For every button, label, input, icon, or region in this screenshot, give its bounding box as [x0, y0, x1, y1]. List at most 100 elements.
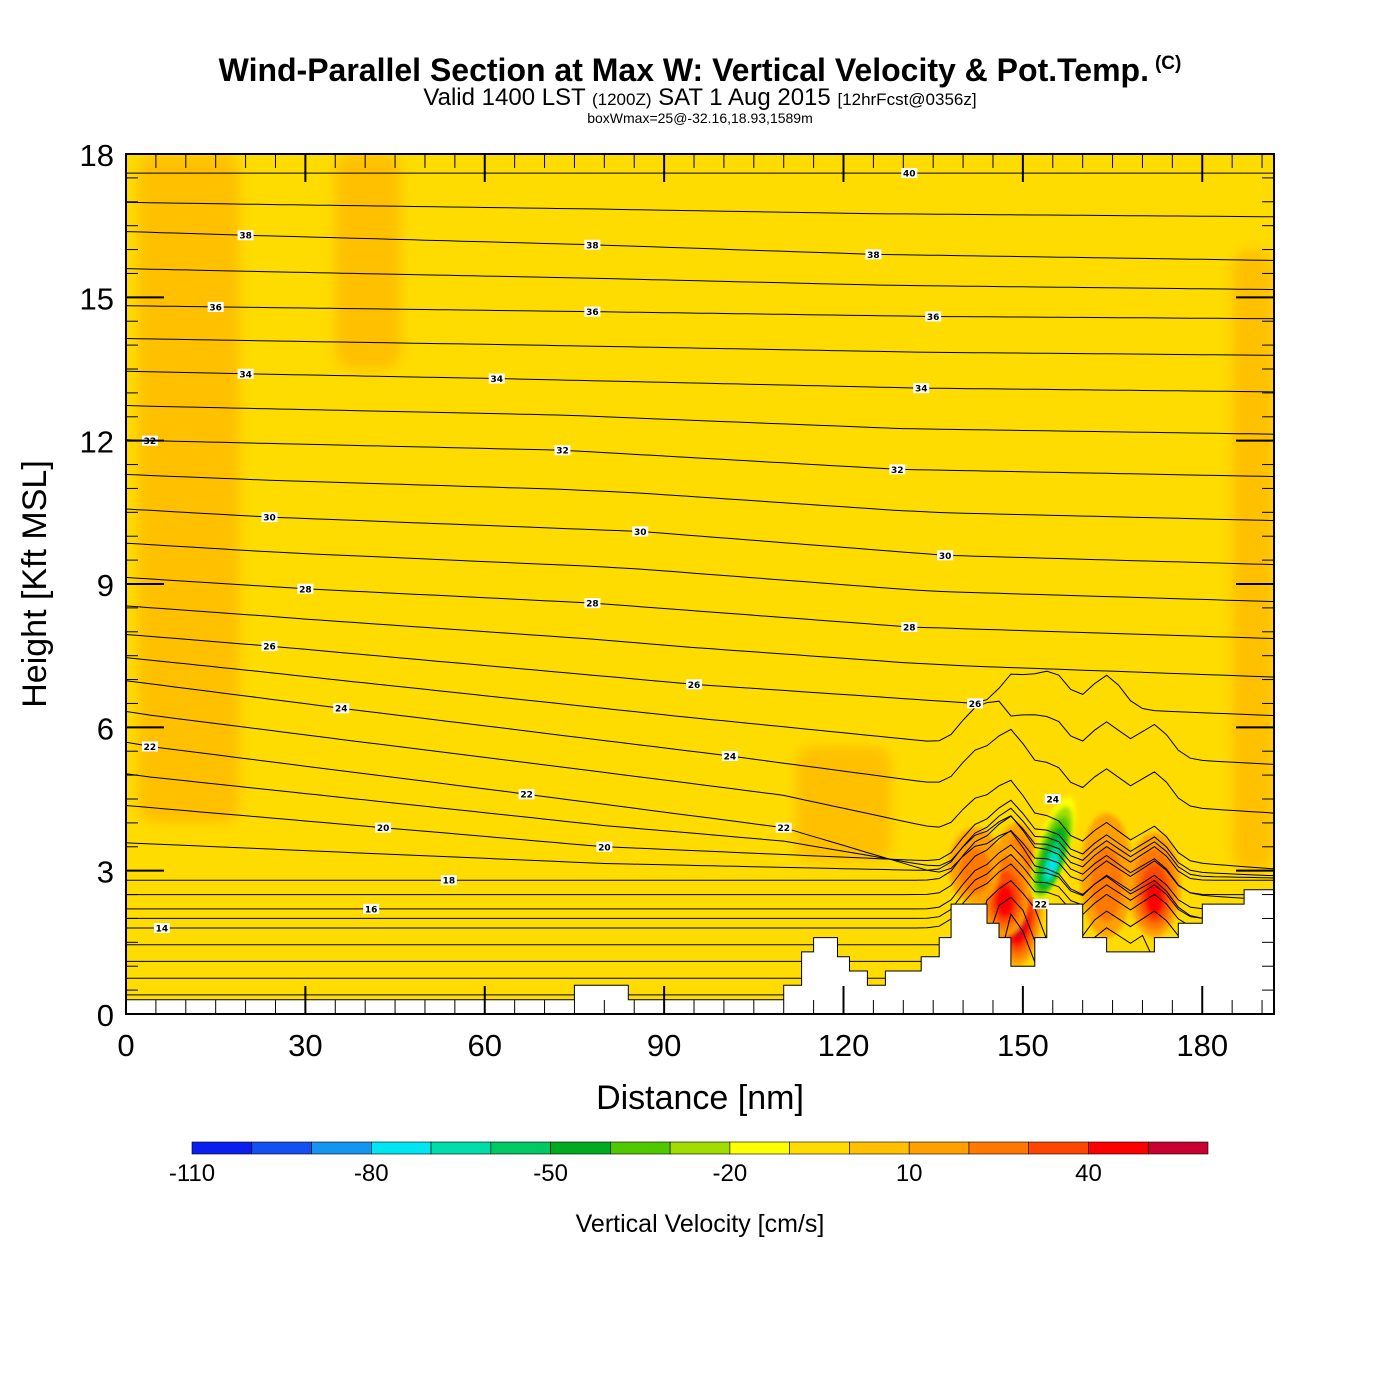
contour-label: 30 — [263, 514, 276, 524]
colorbar-swatch — [430, 1141, 492, 1155]
contour-label: 36 — [927, 313, 940, 323]
terrain-mask — [126, 889, 1274, 1014]
contour-label: 26 — [688, 681, 701, 691]
contour-label: 30 — [634, 528, 647, 538]
theta-contour-line — [126, 338, 1274, 356]
terrain — [126, 889, 1274, 1014]
contour-label-box — [1044, 794, 1061, 804]
colorbar-tick-label: -80 — [354, 1160, 389, 1187]
theta-contour-line — [126, 711, 1274, 870]
colorbar-swatch — [610, 1141, 671, 1155]
colorbar-swatch — [849, 1141, 910, 1155]
colorbar-swatch — [550, 1141, 611, 1155]
contour-label: 38 — [239, 232, 252, 242]
contour-label-box — [440, 875, 457, 886]
x-tick-label: 120 — [818, 1028, 870, 1063]
contour-label-box — [584, 239, 601, 250]
contour-label-box — [488, 373, 505, 384]
x-tick-label: 90 — [647, 1028, 681, 1063]
contour-label-box — [554, 445, 571, 456]
colorbar-swatch — [191, 1141, 253, 1155]
colorbar: -110 -80 -50 -20 10 40 — [169, 1141, 1209, 1187]
colorbar-swatch — [370, 1141, 432, 1155]
theta-contour-line — [126, 773, 1274, 901]
contour-label-box — [584, 598, 601, 609]
colorbar-swatch — [1147, 1141, 1209, 1155]
contour-label: 24 — [724, 753, 737, 763]
x-tick-label: 30 — [288, 1028, 322, 1063]
contour-label: 24 — [1047, 796, 1060, 806]
contour-label-box — [967, 698, 984, 709]
contour-label: 16 — [365, 905, 378, 915]
theta-contour-line — [126, 605, 1274, 678]
contour-label-box — [261, 512, 278, 523]
contour-label: 18 — [443, 877, 456, 887]
contour-label-box — [237, 368, 254, 379]
contour-label-box — [632, 526, 649, 537]
theta-contour-line — [126, 741, 1274, 926]
theta-contour-line — [126, 542, 1274, 603]
contour-label: 22 — [144, 743, 157, 753]
theta-contour-line — [126, 473, 1274, 522]
weak-ascent-region — [795, 746, 892, 862]
theta-contour-line — [126, 268, 1274, 291]
y-tick-label: 12 — [80, 425, 114, 460]
contour-label-box — [333, 703, 350, 714]
contour-label-box — [925, 311, 942, 322]
contour-label-box — [237, 230, 254, 241]
theta-contour-line — [126, 439, 1274, 478]
contour-label: 32 — [144, 437, 157, 447]
contour-label: 34 — [915, 385, 928, 395]
contour-label: 40 — [903, 170, 916, 180]
theta-contour-line — [126, 576, 1274, 639]
contour-label-box — [518, 789, 535, 800]
contour-label-box — [261, 641, 278, 652]
colorbar-title: Vertical Velocity [cm/s] — [576, 1210, 825, 1238]
box-wmax-info: boxWmax=25@-32.16,18.93,1589m — [587, 110, 813, 126]
y-tick-label: 0 — [97, 998, 114, 1033]
theta-contour-line — [126, 370, 1274, 393]
theta-contour-line — [126, 231, 1274, 261]
weak-ascent-region — [335, 154, 402, 369]
valid-date: SAT 1 Aug 2015 — [658, 84, 831, 111]
x-tick-label: 180 — [1176, 1028, 1228, 1063]
contour-label-box — [913, 383, 930, 394]
theta-contour-line — [126, 305, 1274, 320]
contour-label: 22 — [777, 824, 790, 834]
theta-contour-line — [126, 799, 1274, 877]
contour-label: 22 — [1035, 901, 1048, 911]
colorbar-tick-label: -110 — [169, 1160, 215, 1187]
weak-ascent-region — [137, 154, 240, 823]
y-tick-label: 6 — [97, 711, 114, 746]
theta-contour-line — [126, 405, 1274, 435]
contour-label: 38 — [586, 241, 599, 251]
contour-label-box — [153, 923, 170, 933]
theta-contour-line — [126, 844, 1274, 910]
valid-time: Valid 1400 LST — [423, 84, 586, 111]
colorbar-tick-label: 10 — [896, 1160, 923, 1187]
theta-contour-line — [126, 680, 1274, 814]
updraft-core — [959, 848, 991, 895]
contour-label: 26 — [263, 643, 276, 653]
contour-label-box — [1032, 899, 1049, 910]
colorbar-swatch — [669, 1141, 731, 1155]
contour-label-box — [207, 301, 224, 312]
utc-time: (1200Z) — [591, 90, 652, 109]
contour-label-box — [775, 822, 792, 833]
theta-contour-line — [126, 829, 1274, 896]
colorbar-swatch — [311, 1141, 372, 1155]
colorbar-swatch — [908, 1141, 970, 1155]
contour-label-box — [584, 306, 601, 317]
contour-label-box — [596, 841, 613, 852]
x-tick-label: 150 — [997, 1028, 1049, 1063]
colorbar-swatch — [789, 1141, 850, 1155]
contour-label: 20 — [598, 843, 611, 853]
chart-subtitle: Valid 1400 LST (1200Z) SAT 1 Aug 2015 [1… — [0, 84, 1400, 112]
contour-label: 20 — [377, 824, 390, 834]
colorbar-swatch — [490, 1141, 551, 1155]
contour-label-box — [686, 679, 703, 690]
theta-contour-labels: 40 38 38 38 36 36 36 34 34 34 32 32 32 30 30 30 28 28 28 26… — [141, 168, 1061, 935]
contour-label-box — [721, 751, 738, 761]
chart-title: Wind-Parallel Section at Max W: Vertical… — [0, 52, 1400, 89]
contour-label: 36 — [586, 308, 599, 318]
